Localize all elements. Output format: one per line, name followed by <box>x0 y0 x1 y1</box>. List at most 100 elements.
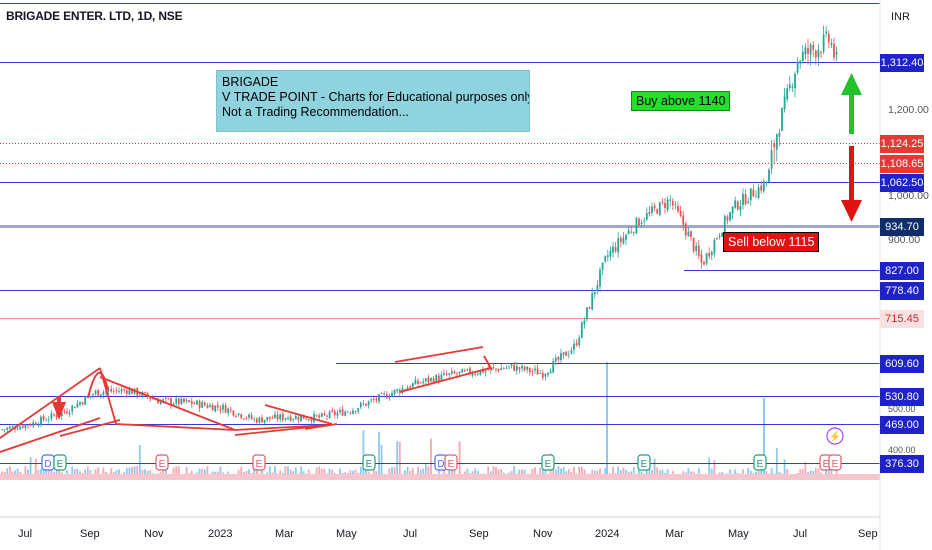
candle-body <box>268 416 271 419</box>
volume-bar <box>437 468 440 478</box>
volume-bar <box>604 468 607 478</box>
earnings-marker[interactable]: E <box>828 454 842 471</box>
candle-body <box>414 379 417 385</box>
candle-body <box>664 203 666 208</box>
earnings-marker[interactable]: E <box>155 454 169 471</box>
candle-body <box>528 368 531 373</box>
candle-body <box>144 391 146 393</box>
candle-body <box>476 373 479 375</box>
price-level-label[interactable]: 934.70 <box>880 217 924 236</box>
volume-bar <box>45 467 48 478</box>
sell-callout: Sell below 1115 <box>723 232 820 252</box>
candle-body <box>534 368 536 371</box>
candle-body <box>201 402 204 408</box>
candle-body <box>253 418 256 420</box>
volume-bar <box>141 469 144 478</box>
volume-bar <box>396 440 399 478</box>
note-line-3: Not a Trading Recommendation... <box>222 105 409 119</box>
volume-bar <box>372 466 375 478</box>
volume-bar <box>84 469 87 478</box>
candle-body <box>326 415 328 417</box>
candle-body <box>448 373 451 375</box>
candle-body <box>97 389 100 396</box>
volume-bar <box>500 469 503 478</box>
candle-body <box>627 230 630 235</box>
candle-body <box>89 395 92 397</box>
volume-bar <box>274 466 276 478</box>
candle-body <box>151 398 154 400</box>
trend-line <box>394 346 484 363</box>
candle-body <box>760 185 763 191</box>
price-level-label[interactable]: 469.00 <box>880 415 924 434</box>
volume-bar <box>201 468 204 478</box>
trend-line <box>87 371 109 399</box>
candle-body <box>406 387 409 390</box>
candle-body <box>138 394 141 396</box>
candle-body <box>333 411 336 416</box>
price-level-label[interactable]: 1,108.65 <box>880 154 924 173</box>
x-tick-label: Sep <box>858 528 878 540</box>
volume-bar <box>651 469 653 478</box>
volume-bar <box>534 467 536 478</box>
candle-body <box>214 405 217 412</box>
price-level-label[interactable]: 609.60 <box>880 354 924 373</box>
volume-bar <box>708 457 711 478</box>
volume-bar <box>799 469 802 478</box>
earnings-marker[interactable]: E <box>362 454 376 471</box>
candle-body <box>222 404 224 410</box>
candle-body <box>393 389 396 394</box>
earnings-marker[interactable]: E <box>753 454 767 471</box>
candle-body <box>833 43 835 58</box>
earnings-marker[interactable]: E <box>541 454 555 471</box>
volume-bar <box>697 468 700 478</box>
price-level-label[interactable]: 827.00 <box>880 261 924 280</box>
candle-body <box>125 390 128 394</box>
earnings-marker[interactable]: E <box>53 454 67 471</box>
candle-body <box>648 211 651 215</box>
candle-body <box>47 419 50 421</box>
candle-body <box>424 378 427 382</box>
candle-body <box>682 215 685 225</box>
price-level-label[interactable]: 1,062.50 <box>880 173 924 192</box>
candle-body <box>63 411 66 413</box>
candle-body <box>518 367 521 370</box>
candle-body <box>526 366 529 370</box>
earnings-marker[interactable]: E <box>252 454 266 471</box>
volume-bar <box>58 468 61 478</box>
candle-body <box>461 369 464 373</box>
candle-body <box>232 410 235 416</box>
earnings-marker[interactable]: E <box>444 454 458 471</box>
volume-bar <box>817 468 820 478</box>
volume-bar <box>320 468 323 478</box>
price-level-label[interactable]: 1,312.40 <box>880 53 924 72</box>
price-level-label[interactable]: 1,124.25 <box>880 134 924 153</box>
price-level-label[interactable]: 778.40 <box>880 281 924 300</box>
volume-bar <box>583 469 586 478</box>
candle-body <box>450 371 453 374</box>
candle-body <box>794 74 796 89</box>
price-level-label[interactable]: 376.30 <box>880 454 924 473</box>
trend-line <box>304 423 338 430</box>
up-arrow-icon <box>849 90 854 134</box>
volume-bar <box>427 466 430 478</box>
price-level-label[interactable]: 530.80 <box>880 387 924 406</box>
candle-body <box>677 206 679 212</box>
earnings-marker[interactable]: E <box>637 454 651 471</box>
volume-bar <box>284 466 287 478</box>
volume-bar <box>97 467 100 478</box>
candle-body <box>128 389 131 395</box>
candle-body <box>94 390 97 394</box>
earnings-marker[interactable]: D <box>41 454 55 471</box>
candle-body <box>560 353 562 361</box>
candle-body <box>149 397 152 399</box>
volume-bar <box>55 467 58 478</box>
candle-body <box>107 389 110 392</box>
dividend-lightning-icon[interactable]: ⚡ <box>826 427 844 445</box>
currency-label[interactable]: INR <box>891 11 910 23</box>
volume-bar <box>66 469 68 478</box>
candle-body <box>713 239 716 254</box>
candle-body <box>653 205 656 208</box>
candle-body <box>198 401 201 409</box>
price-level-label[interactable]: 715.45 <box>880 309 924 328</box>
